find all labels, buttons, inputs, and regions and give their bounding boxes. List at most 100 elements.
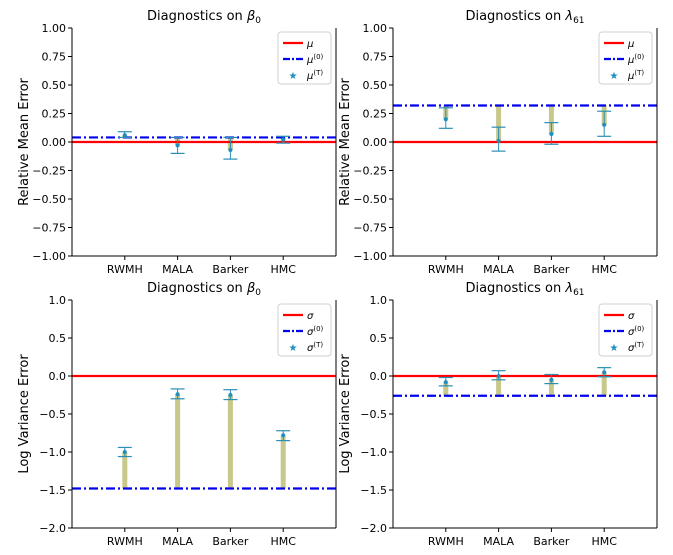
x-tick-label: HMC: [270, 263, 296, 276]
y-tick-label: −1.0: [39, 446, 66, 459]
point-mala: [496, 374, 501, 378]
y-tick-label: −1.5: [360, 484, 387, 497]
point-rwmh: [122, 133, 127, 138]
x-tick-label: Barker: [212, 263, 249, 276]
y-axis-label: Relative Mean Error: [338, 77, 353, 205]
chart-panel-4: Diagnostics on λ61 Log Variance Error 1.0 0…: [338, 281, 658, 548]
legend-label: μ: [627, 39, 634, 50]
x-tick-label: MALA: [483, 263, 514, 276]
y-tick-label: 0.00: [42, 136, 67, 149]
legend-label: μ(T): [627, 69, 644, 82]
y-tick-label: 0.5: [49, 332, 67, 345]
x-tick-label: Barker: [533, 263, 570, 276]
bar-rwmh: [122, 452, 128, 489]
point-barker: [228, 393, 233, 397]
y-tick-label: 0.25: [363, 108, 388, 121]
y-tick-label: −1.00: [32, 250, 66, 263]
y-axis-label: Relative Mean Error: [17, 77, 32, 205]
chart-title: Diagnostics on λ61: [465, 9, 584, 26]
y-tick-label: −1.00: [353, 250, 387, 263]
bar-barker: [227, 395, 233, 489]
y-tick-label: 1.0: [49, 294, 67, 307]
legend-label: σ(0): [307, 325, 324, 338]
y-tick-label: 0.0: [49, 370, 67, 383]
point-rwmh: [443, 380, 448, 385]
x-tick-label: RWMH: [428, 263, 464, 276]
bar-rwmh: [443, 382, 449, 396]
x-tick-label: MALA: [162, 535, 193, 548]
y-tick-label: −2.0: [360, 522, 387, 535]
legend-swatch-marker: ★: [289, 71, 298, 82]
x-tick-label: HMC: [591, 263, 617, 276]
legend-label: σ(T): [628, 341, 644, 354]
x-tick-label: RWMH: [428, 535, 464, 548]
legend-swatch-marker: ★: [289, 343, 298, 354]
y-tick-label: −0.5: [39, 408, 66, 421]
chart-panel-2: Diagnostics on λ61 Relative Mean Error 1.0…: [338, 9, 658, 276]
legend-box: [598, 303, 653, 357]
y-tick-label: −2.0: [39, 522, 66, 535]
y-tick-label: 0.75: [363, 51, 388, 64]
legend-label: σ: [628, 311, 635, 322]
legend-label: σ(0): [628, 325, 645, 338]
point-mala: [175, 143, 180, 148]
legend-label: μ: [306, 39, 313, 50]
x-tick-label: MALA: [483, 535, 514, 548]
x-tick-label: MALA: [162, 263, 193, 276]
point-mala: [175, 392, 180, 397]
y-axis-label: Log Variance Error: [338, 354, 353, 474]
bar-mala: [496, 105, 502, 141]
y-tick-label: 1.00: [42, 22, 67, 35]
point-hmc: [602, 370, 607, 375]
point-barker: [549, 377, 554, 382]
bar-mala: [175, 394, 181, 489]
point-rwmh: [443, 117, 448, 122]
y-tick-label: −1.5: [39, 484, 66, 497]
y-tick-label: 0.5: [370, 332, 388, 345]
legend-label: σ(T): [307, 341, 323, 354]
y-tick-label: −0.5: [360, 408, 387, 421]
y-tick-label: 0.75: [42, 51, 67, 64]
y-tick-label: 0.00: [363, 136, 388, 149]
y-tick-label: 0.50: [363, 79, 388, 92]
legend-label: μ(T): [306, 69, 323, 82]
legend-swatch-marker: ★: [610, 71, 619, 82]
bar-hmc: [601, 372, 607, 396]
y-tick-label: 0.50: [42, 79, 67, 92]
y-tick-label: −0.75: [32, 222, 66, 235]
y-tick-label: −0.25: [353, 165, 387, 178]
y-tick-label: 1.0: [370, 294, 388, 307]
x-tick-label: HMC: [270, 535, 296, 548]
y-axis-label: Log Variance Error: [17, 354, 32, 474]
x-tick-label: RWMH: [107, 535, 143, 548]
point-barker: [549, 132, 554, 137]
chart-title: Diagnostics on λ61: [465, 281, 584, 298]
legend-label: σ: [307, 311, 314, 322]
bar-mala: [496, 376, 502, 396]
legend-label: μ(0): [627, 53, 645, 66]
y-tick-label: −1.0: [360, 446, 387, 459]
y-tick-label: 0.0: [370, 370, 388, 383]
bar-barker: [548, 379, 554, 396]
chart-panel-3: Diagnostics on β0 Log Variance Error 1.0 0.…: [17, 281, 337, 548]
legend-box: [598, 31, 653, 85]
legend-swatch-marker: ★: [610, 343, 619, 354]
point-hmc: [602, 122, 607, 127]
point-rwmh: [122, 450, 127, 454]
point-mala: [496, 138, 501, 143]
x-tick-label: HMC: [591, 535, 617, 548]
bar-hmc: [280, 435, 286, 489]
y-tick-label: 0.25: [42, 108, 67, 121]
y-tick-label: −0.25: [32, 165, 66, 178]
chart-title: Diagnostics on β0: [147, 9, 261, 26]
x-tick-label: Barker: [533, 535, 570, 548]
bar-barker: [548, 105, 554, 135]
legend-label: μ(0): [306, 53, 324, 66]
x-tick-label: Barker: [212, 535, 249, 548]
point-hmc: [281, 137, 286, 142]
chart-title: Diagnostics on β0: [147, 281, 261, 298]
x-tick-label: RWMH: [107, 263, 143, 276]
y-tick-label: −0.50: [32, 193, 66, 206]
legend-box: [277, 31, 332, 85]
